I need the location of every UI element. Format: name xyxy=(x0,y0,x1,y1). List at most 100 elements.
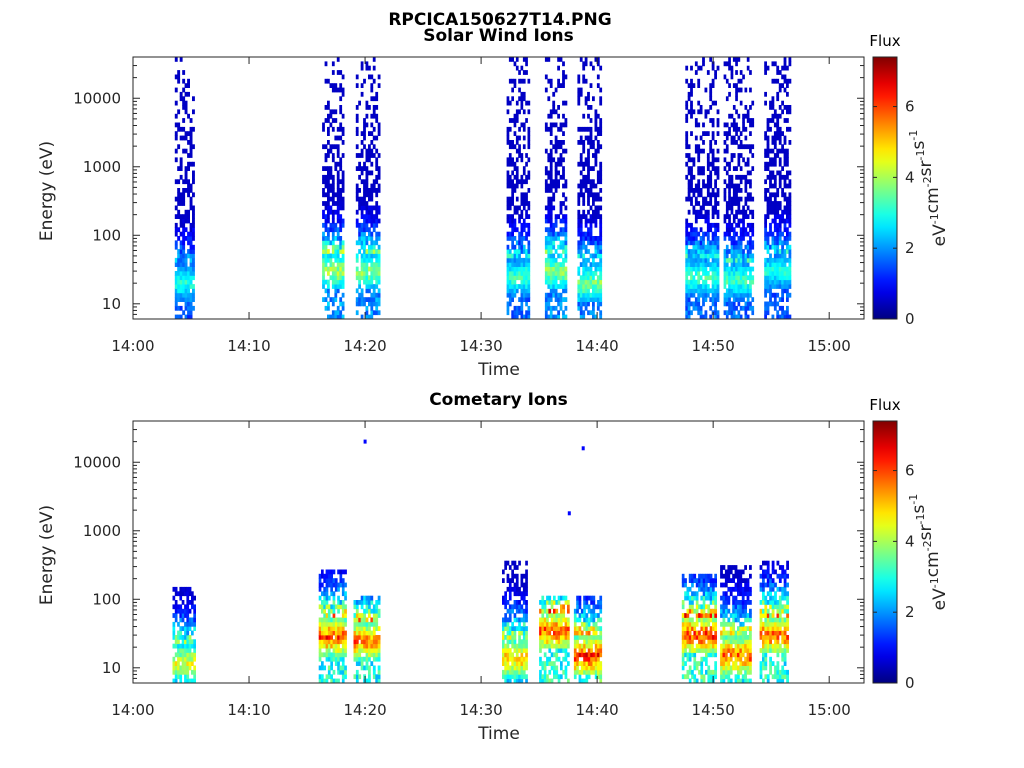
flux-cell xyxy=(722,643,726,649)
flux-cell xyxy=(353,621,357,627)
flux-cell xyxy=(744,617,747,623)
flux-cell xyxy=(577,253,581,259)
flux-cell xyxy=(773,201,777,206)
flux-cell xyxy=(716,131,720,136)
flux-cell xyxy=(692,292,696,298)
flux-cell xyxy=(764,257,767,263)
flux-cell xyxy=(773,205,777,211)
flux-cell xyxy=(339,83,343,88)
flux-cell xyxy=(697,240,701,246)
flux-cell xyxy=(739,591,743,597)
flux-cell xyxy=(193,621,196,627)
flux-cell xyxy=(702,613,706,618)
flux-cell xyxy=(694,188,698,193)
flux-cell xyxy=(327,140,330,145)
flux-cell xyxy=(522,314,526,320)
flux-cell xyxy=(749,227,752,233)
flux-cell xyxy=(724,578,728,583)
flux-cell xyxy=(725,135,729,141)
flux-cell xyxy=(788,214,792,219)
flux-cell xyxy=(704,249,708,254)
flux-cell xyxy=(327,617,331,623)
flux-cell xyxy=(681,665,685,671)
flux-cell xyxy=(368,214,371,219)
flux-cell xyxy=(599,292,603,298)
flux-cell xyxy=(735,166,738,171)
flux-cell xyxy=(687,192,691,198)
flux-cell xyxy=(365,656,369,662)
flux-cell xyxy=(525,279,528,285)
flux-cell xyxy=(700,669,704,675)
flux-cell xyxy=(695,578,699,583)
flux-cell xyxy=(525,626,528,631)
flux-cell xyxy=(771,209,775,215)
flux-cell xyxy=(702,582,706,588)
flux-cell xyxy=(377,608,381,614)
flux-cell xyxy=(711,301,715,307)
flux-cell xyxy=(688,665,692,671)
flux-cell xyxy=(172,656,176,662)
flux-cell xyxy=(695,591,699,597)
flux-cell xyxy=(722,621,726,627)
flux-cell xyxy=(582,275,586,281)
flux-cell xyxy=(184,604,187,610)
flux-cell xyxy=(681,600,685,605)
flux-cell xyxy=(587,148,590,154)
flux-cell xyxy=(193,613,196,618)
flux-cell xyxy=(778,183,782,189)
flux-cell xyxy=(192,236,195,241)
flux-cell xyxy=(375,201,379,206)
flux-cell xyxy=(522,275,526,281)
flux-cell xyxy=(368,626,371,631)
flux-cell xyxy=(590,669,593,675)
flux-cell xyxy=(702,586,706,592)
flux-cell xyxy=(722,582,726,588)
flux-cell xyxy=(506,218,510,224)
flux-cell xyxy=(508,266,512,272)
flux-cell xyxy=(728,91,731,97)
flux-cell xyxy=(372,266,376,272)
flux-cell xyxy=(331,262,335,267)
flux-cell xyxy=(344,643,347,649)
flux-cell xyxy=(737,236,741,241)
flux-cell xyxy=(177,253,181,259)
flux-cell xyxy=(697,201,701,206)
flux-cell xyxy=(712,669,715,675)
flux-cell xyxy=(766,257,770,263)
flux-cell xyxy=(732,266,736,272)
flux-cell xyxy=(547,170,551,176)
flux-cell xyxy=(360,665,364,671)
flux-cell xyxy=(187,192,190,198)
flux-cell xyxy=(724,573,728,579)
flux-cell xyxy=(318,635,322,640)
flux-cell xyxy=(360,231,364,237)
flux-cell xyxy=(518,153,521,158)
flux-cell xyxy=(375,218,379,224)
flux-cell xyxy=(720,674,723,680)
flux-cell xyxy=(560,639,563,645)
flux-cell xyxy=(699,275,703,281)
flux-cell xyxy=(334,87,338,93)
flux-cell xyxy=(554,284,558,289)
flux-cell xyxy=(681,648,685,653)
flux-cell xyxy=(725,249,729,254)
flux-cell xyxy=(723,297,727,302)
flux-cell xyxy=(764,65,767,71)
flux-cell xyxy=(549,166,553,171)
flux-cell xyxy=(520,249,524,254)
flux-cell xyxy=(585,661,589,666)
flux-cell xyxy=(370,188,374,193)
flux-cell xyxy=(742,292,745,298)
flux-cell xyxy=(325,656,329,662)
flux-cell xyxy=(365,678,369,684)
flux-cell xyxy=(687,301,691,307)
flux-cell xyxy=(188,621,192,627)
flux-cell xyxy=(702,271,705,276)
flux-cell xyxy=(192,271,195,276)
flux-cell xyxy=(716,244,720,250)
flux-cell xyxy=(193,643,196,649)
flux-cell xyxy=(702,196,705,202)
flux-cell xyxy=(344,652,347,658)
flux-cell xyxy=(691,626,694,631)
flux-cell xyxy=(522,271,526,276)
